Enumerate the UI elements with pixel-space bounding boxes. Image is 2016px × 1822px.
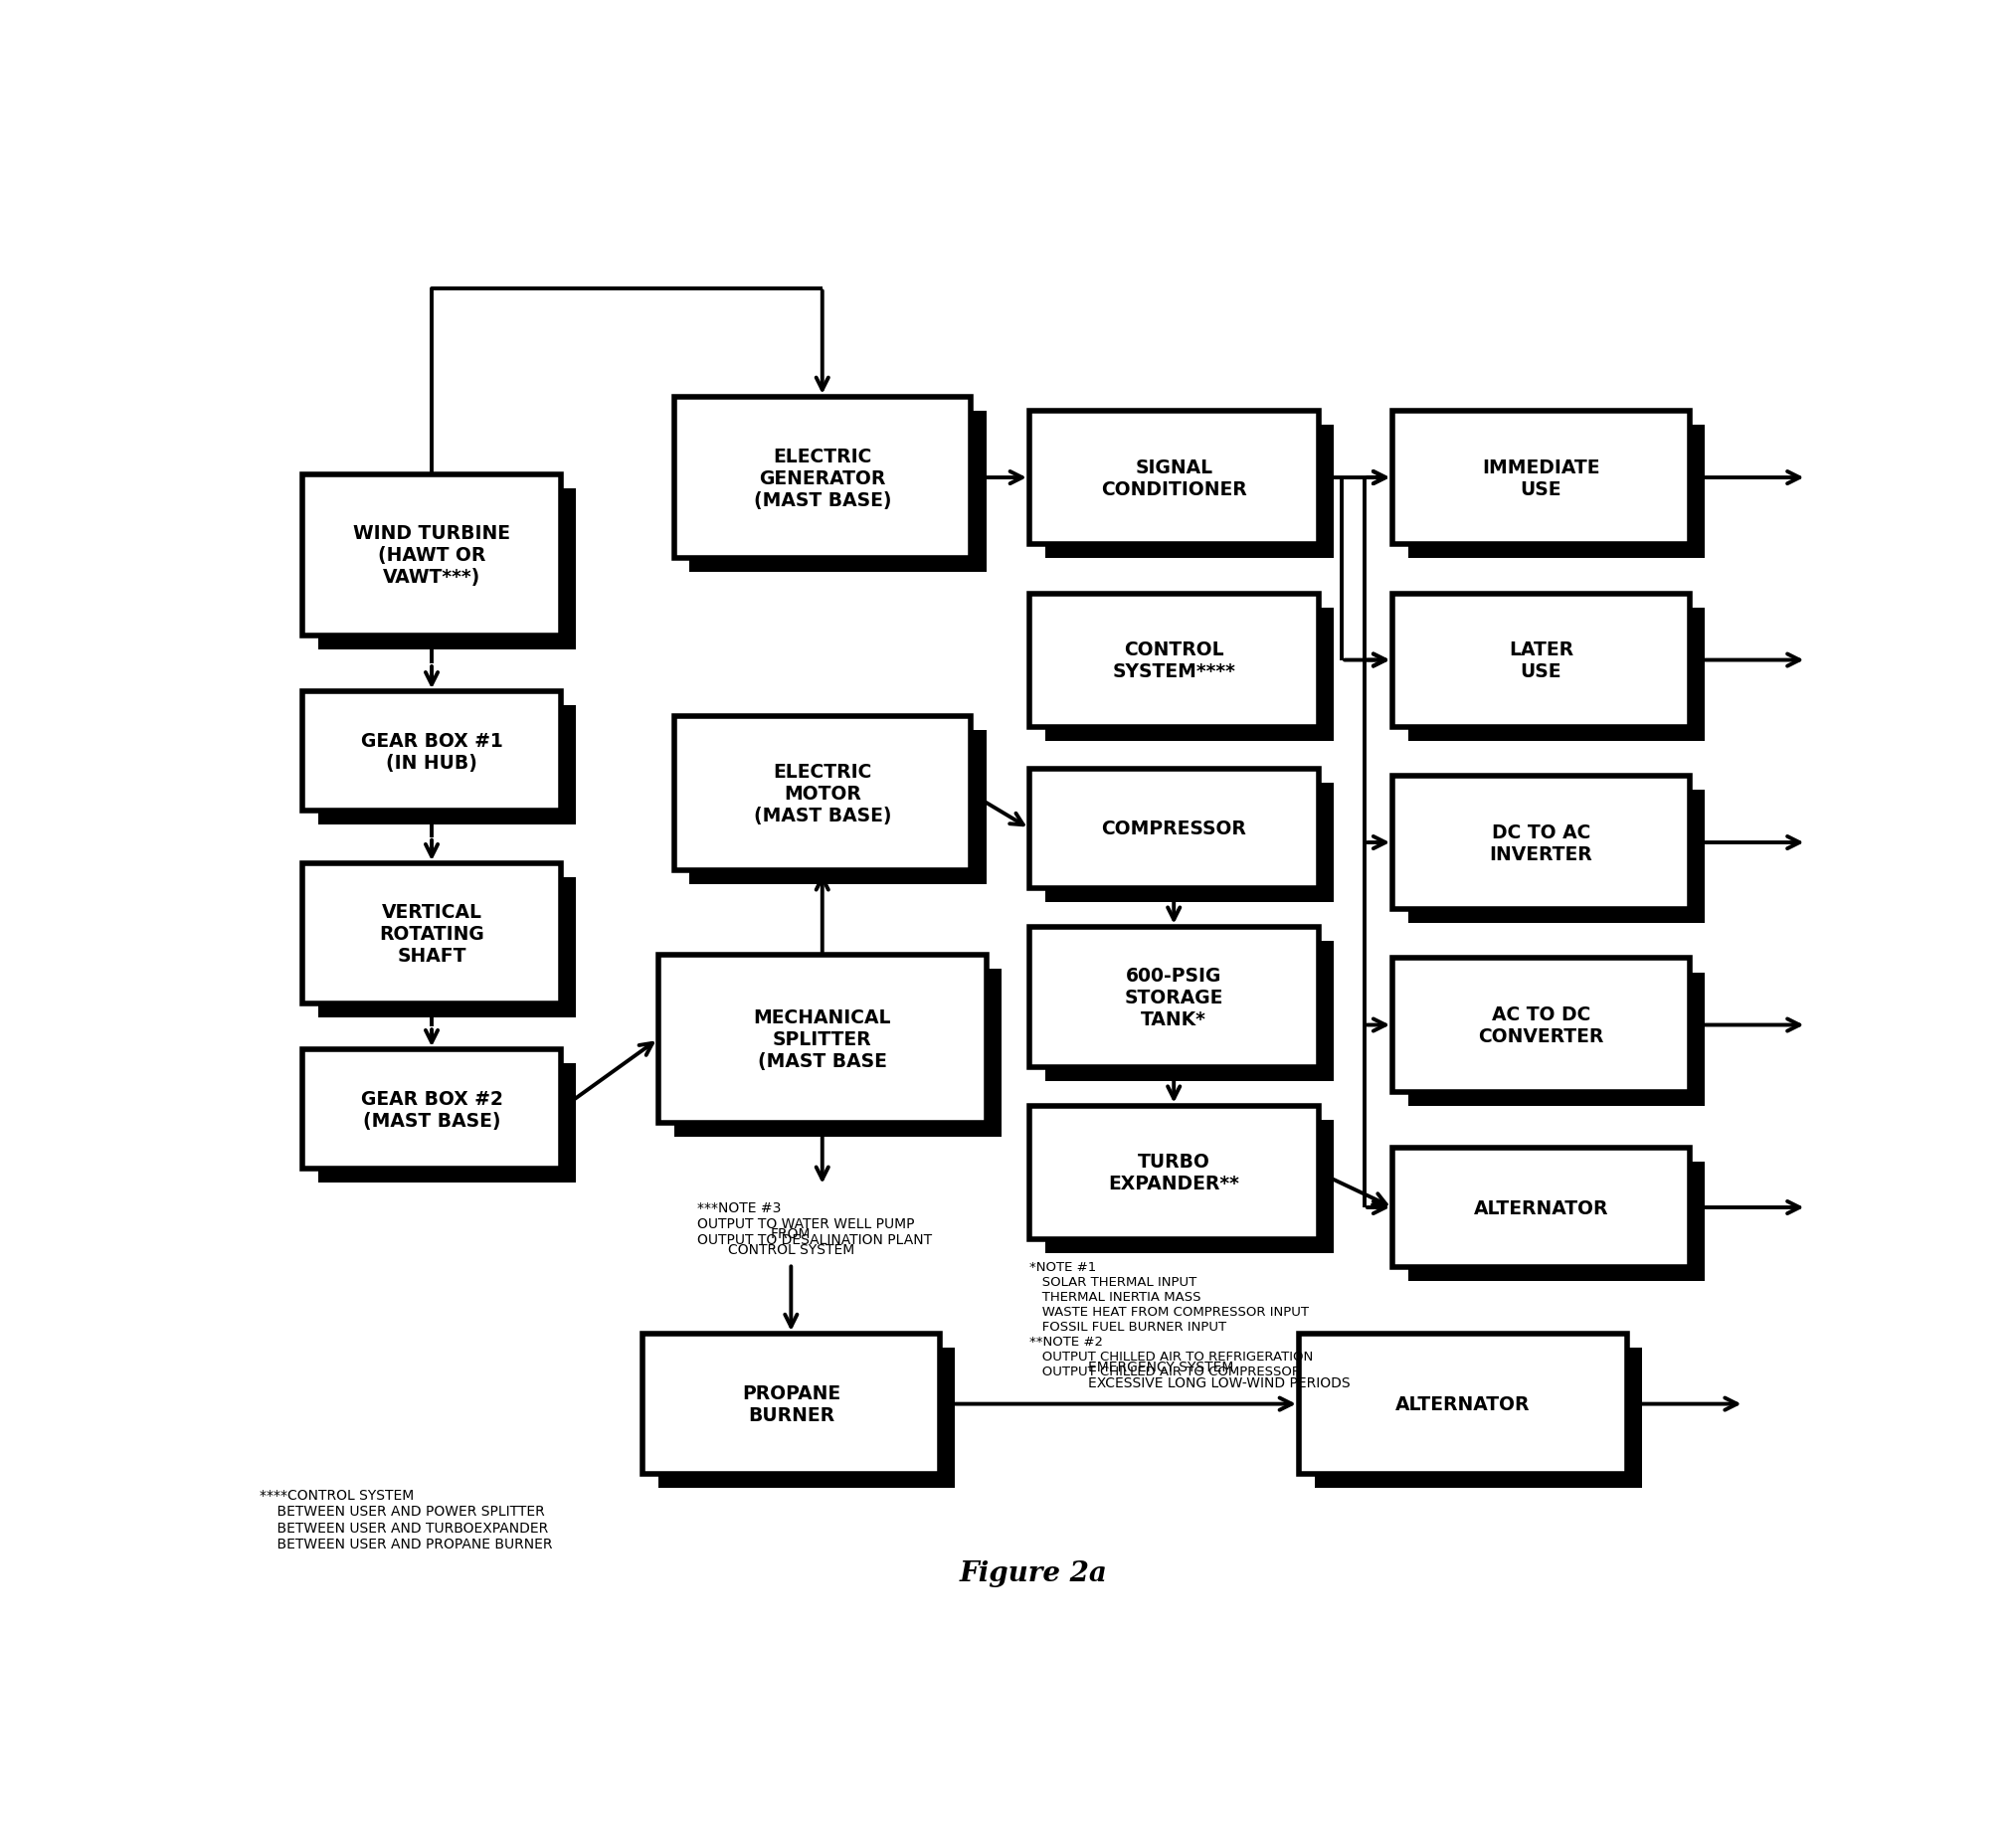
Bar: [302, 692, 560, 811]
Bar: [673, 969, 1002, 1137]
Text: GEAR BOX #2
(MAST BASE): GEAR BOX #2 (MAST BASE): [361, 1090, 502, 1130]
Bar: [1314, 1348, 1643, 1489]
Text: SIGNAL
CONDITIONER: SIGNAL CONDITIONER: [1101, 457, 1246, 499]
Text: GEAR BOX #1
(IN HUB): GEAR BOX #1 (IN HUB): [361, 731, 502, 773]
Text: VERTICAL
ROTATING
SHAFT: VERTICAL ROTATING SHAFT: [379, 904, 484, 966]
Bar: [1030, 927, 1318, 1068]
Text: WIND TURBINE
(HAWT OR
VAWT***): WIND TURBINE (HAWT OR VAWT***): [353, 525, 510, 587]
Bar: [1044, 783, 1335, 902]
Bar: [657, 1348, 956, 1489]
Bar: [302, 476, 560, 636]
Bar: [643, 1334, 939, 1474]
Bar: [1298, 1334, 1627, 1474]
Bar: [657, 955, 986, 1124]
Bar: [1409, 791, 1706, 924]
Bar: [1393, 776, 1689, 909]
Bar: [302, 864, 560, 1004]
Bar: [1030, 412, 1318, 545]
Text: ****CONTROL SYSTEM
    BETWEEN USER AND POWER SPLITTER
    BETWEEN USER AND TURB: ****CONTROL SYSTEM BETWEEN USER AND POWE…: [260, 1489, 552, 1551]
Text: PROPANE
BURNER: PROPANE BURNER: [742, 1383, 841, 1425]
Text: IMMEDIATE
USE: IMMEDIATE USE: [1482, 457, 1601, 499]
Bar: [1393, 1148, 1689, 1268]
Bar: [319, 878, 577, 1018]
Text: ***NOTE #3
OUTPUT TO WATER WELL PUMP
OUTPUT TO DESALINATION PLANT: ***NOTE #3 OUTPUT TO WATER WELL PUMP OUT…: [698, 1201, 931, 1246]
Bar: [1044, 426, 1335, 559]
Bar: [1044, 942, 1335, 1082]
Bar: [1393, 594, 1689, 727]
Bar: [302, 1049, 560, 1170]
Text: CONTROL
SYSTEM****: CONTROL SYSTEM****: [1113, 640, 1236, 681]
Text: *NOTE #1
   SOLAR THERMAL INPUT
   THERMAL INERTIA MASS
   WASTE HEAT FROM COMPR: *NOTE #1 SOLAR THERMAL INPUT THERMAL INE…: [1030, 1261, 1312, 1377]
Text: FROM
CONTROL SYSTEM: FROM CONTROL SYSTEM: [728, 1226, 855, 1257]
Bar: [1030, 769, 1318, 889]
Bar: [673, 397, 972, 559]
Text: ALTERNATOR: ALTERNATOR: [1474, 1199, 1609, 1217]
Bar: [689, 731, 986, 885]
Bar: [689, 412, 986, 572]
Text: COMPRESSOR: COMPRESSOR: [1101, 820, 1246, 838]
Text: AC TO DC
CONVERTER: AC TO DC CONVERTER: [1478, 1006, 1605, 1046]
Text: 600-PSIG
STORAGE
TANK*: 600-PSIG STORAGE TANK*: [1125, 966, 1224, 1029]
Bar: [1030, 594, 1318, 727]
Bar: [1409, 426, 1706, 559]
Bar: [1044, 609, 1335, 742]
Text: EMERGENCY SYSTEM
EXCESSIVE LONG LOW-WIND PERIODS: EMERGENCY SYSTEM EXCESSIVE LONG LOW-WIND…: [1089, 1359, 1351, 1390]
Text: Figure 2a: Figure 2a: [960, 1560, 1107, 1587]
Bar: [1044, 1121, 1335, 1254]
Bar: [1409, 973, 1706, 1106]
Bar: [319, 707, 577, 825]
Bar: [673, 716, 972, 871]
Bar: [1393, 958, 1689, 1091]
Bar: [1393, 412, 1689, 545]
Text: LATER
USE: LATER USE: [1508, 640, 1572, 681]
Bar: [319, 488, 577, 650]
Bar: [1030, 1106, 1318, 1239]
Text: TURBO
EXPANDER**: TURBO EXPANDER**: [1109, 1152, 1240, 1193]
Text: DC TO AC
INVERTER: DC TO AC INVERTER: [1490, 822, 1593, 864]
Text: ELECTRIC
GENERATOR
(MAST BASE): ELECTRIC GENERATOR (MAST BASE): [754, 446, 891, 510]
Bar: [1409, 1162, 1706, 1281]
Text: ALTERNATOR: ALTERNATOR: [1395, 1394, 1530, 1414]
Bar: [319, 1064, 577, 1182]
Text: MECHANICAL
SPLITTER
(MAST BASE: MECHANICAL SPLITTER (MAST BASE: [754, 1008, 891, 1071]
Bar: [1409, 609, 1706, 742]
Text: ELECTRIC
MOTOR
(MAST BASE): ELECTRIC MOTOR (MAST BASE): [754, 763, 891, 825]
